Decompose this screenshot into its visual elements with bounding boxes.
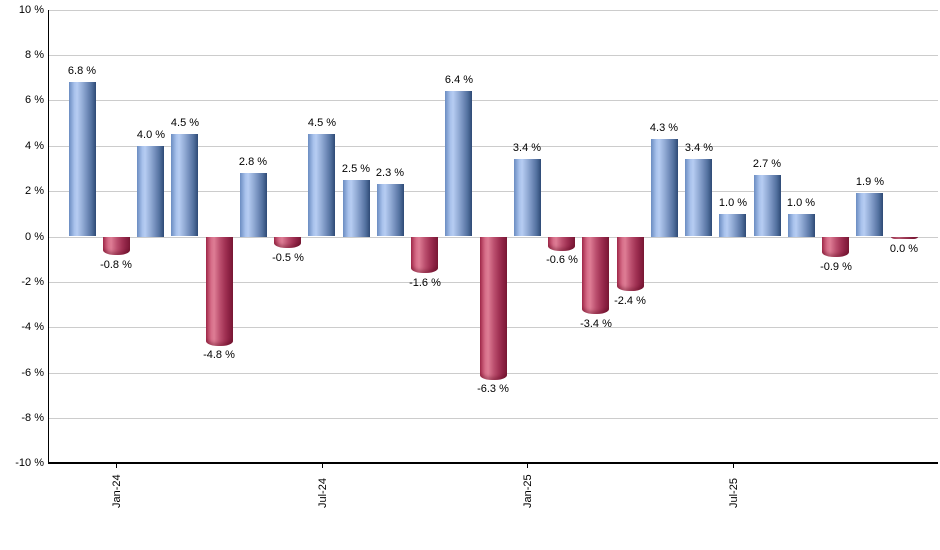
x-axis-tick [116, 463, 117, 468]
y-axis-tick-label: 6 % [25, 94, 44, 106]
bar [137, 146, 164, 237]
bar [685, 159, 712, 236]
x-axis-line [48, 462, 938, 464]
bar-value-label: -1.6 % [409, 277, 441, 289]
bar-value-label: 4.3 % [649, 122, 679, 134]
y-axis-tick-label: 0 % [25, 231, 44, 243]
bar-value-label: -0.6 % [546, 254, 578, 266]
y-axis-tick-label: 4 % [25, 140, 44, 152]
bar-value-label: 6.4 % [444, 74, 474, 86]
bar-value-label: 2.3 % [375, 167, 405, 179]
x-axis-tick-label: Jan-25 [522, 474, 534, 508]
bar [548, 237, 575, 251]
bar-value-label: -0.8 % [100, 259, 132, 271]
bar-value-label: 3.4 % [684, 142, 714, 154]
bar [754, 175, 781, 236]
bar-value-label: 2.5 % [341, 163, 371, 175]
bar-value-label: 6.8 % [67, 65, 97, 77]
y-axis-tick-label: 2 % [25, 185, 44, 197]
y-axis-tick-label: -4 % [21, 321, 44, 333]
x-axis-tick-label: Jan-24 [111, 474, 123, 508]
bar [617, 237, 644, 291]
y-gridline [49, 418, 938, 419]
y-axis-tick-label: -2 % [21, 276, 44, 288]
bar [308, 134, 335, 236]
x-axis-tick [527, 463, 528, 468]
bar [206, 237, 233, 346]
y-gridline [49, 10, 938, 11]
bar-value-label: 3.4 % [512, 142, 542, 154]
bar [480, 237, 507, 380]
bar-value-label: 2.8 % [238, 156, 268, 168]
bar [171, 134, 198, 236]
x-axis-tick-label: Jul-25 [728, 478, 740, 508]
bar-value-label: 4.5 % [170, 117, 200, 129]
y-axis-tick-label: -10 % [15, 457, 44, 469]
bar-value-label: -4.8 % [203, 349, 235, 361]
bar [445, 91, 472, 236]
x-axis-tick [322, 463, 323, 468]
bar-value-label: 4.0 % [136, 129, 166, 141]
bar-value-label: -0.9 % [820, 261, 852, 273]
bar [582, 237, 609, 314]
bar-value-label: -0.5 % [272, 252, 304, 264]
bar-value-label: 2.7 % [752, 158, 782, 170]
bar [103, 237, 130, 255]
y-gridline [49, 100, 938, 101]
bar [411, 237, 438, 273]
bar-value-label: -6.3 % [477, 383, 509, 395]
bar-value-label: 1.9 % [855, 176, 885, 188]
bar [719, 214, 746, 237]
x-axis-tick-label: Jul-24 [317, 478, 329, 508]
y-gridline [49, 146, 938, 147]
bar [69, 82, 96, 236]
x-axis-tick [733, 463, 734, 468]
y-axis-tick-label: 8 % [25, 49, 44, 61]
bar-value-label: 0.0 % [889, 243, 919, 255]
bar [788, 214, 815, 237]
bar [274, 237, 301, 248]
bar [377, 184, 404, 236]
bar-value-label: 1.0 % [718, 197, 748, 209]
bar [240, 173, 267, 237]
bar [514, 159, 541, 236]
y-gridline [49, 191, 938, 192]
y-axis-tick-label: -8 % [21, 412, 44, 424]
bar-value-label: 4.5 % [307, 117, 337, 129]
bar [343, 180, 370, 237]
y-axis-tick-label: -6 % [21, 367, 44, 379]
bar [891, 237, 918, 239]
y-axis-tick-label: 10 % [18, 4, 44, 16]
bar [822, 237, 849, 257]
bar-value-label: 1.0 % [786, 197, 816, 209]
bar-value-label: -2.4 % [614, 295, 646, 307]
bar-value-label: -3.4 % [580, 318, 612, 330]
y-gridline [49, 55, 938, 56]
y-axis-line [48, 10, 49, 463]
bar [651, 139, 678, 237]
bar [856, 193, 883, 236]
